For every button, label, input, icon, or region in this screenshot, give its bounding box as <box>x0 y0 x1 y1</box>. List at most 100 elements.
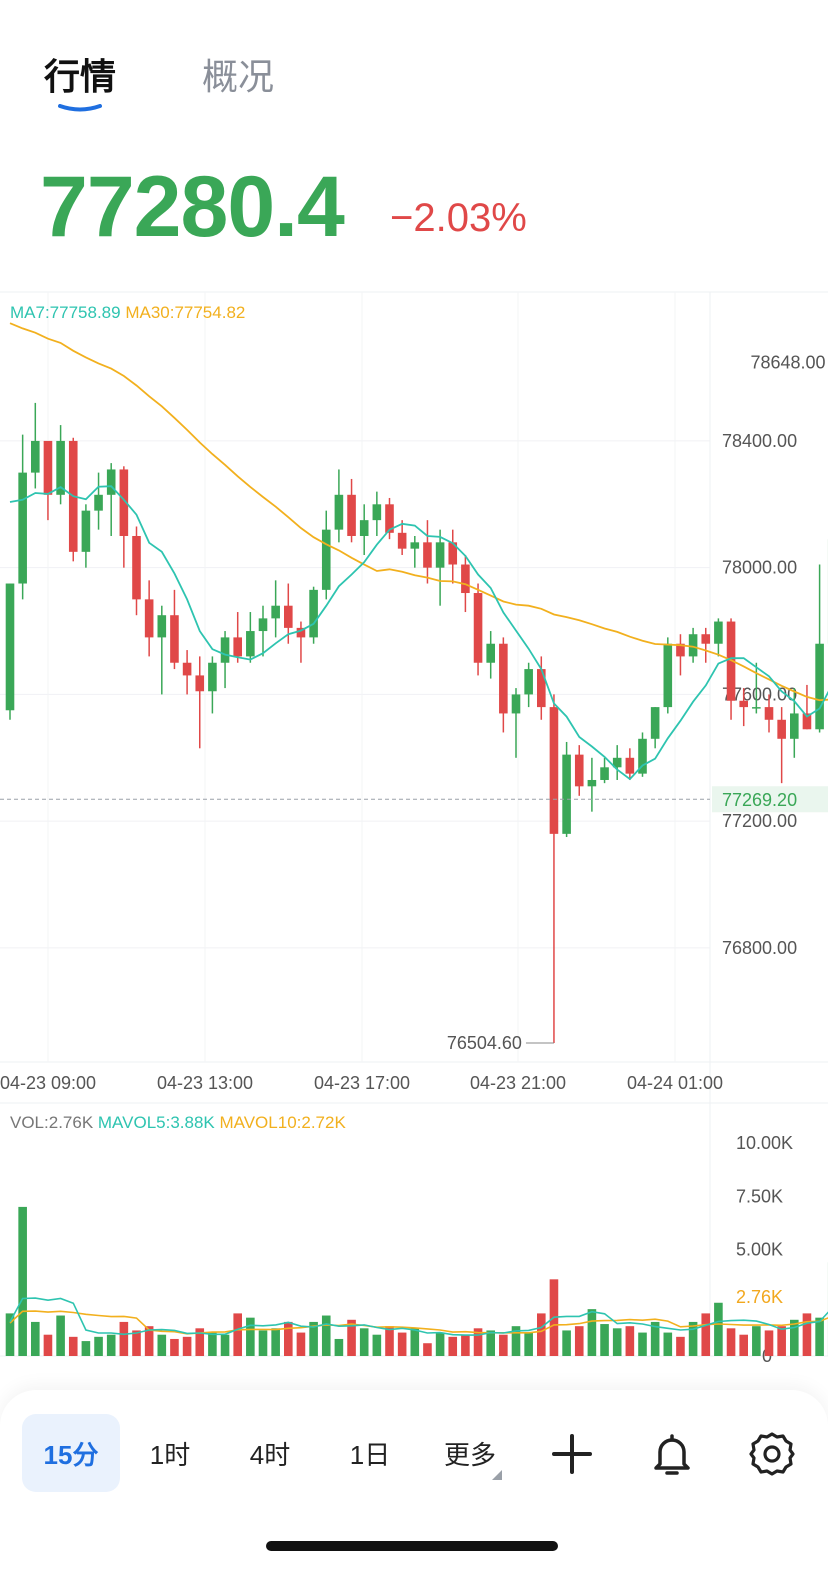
candle-body <box>246 631 255 657</box>
candle-body <box>106 469 116 495</box>
volume-bar <box>650 1321 660 1356</box>
volume-bar <box>31 1321 40 1356</box>
volume-bar <box>309 1321 318 1356</box>
candle-body <box>435 542 445 568</box>
volume-bar <box>321 1315 331 1356</box>
period-15m-button[interactable]: 15分 <box>22 1414 120 1492</box>
candle-body <box>132 535 141 600</box>
corner-triangle-icon <box>492 1470 502 1480</box>
volume-bar <box>423 1343 432 1356</box>
mavol10-legend: MAVOL10:2.72K <box>219 1113 346 1132</box>
volume-bar <box>195 1328 205 1356</box>
volume-bar <box>461 1334 470 1356</box>
volume-bar <box>170 1338 179 1356</box>
volume-bar <box>106 1334 116 1356</box>
tab-overview[interactable]: 概况 <box>202 57 275 98</box>
candle-body <box>359 520 369 536</box>
candle-body <box>372 504 382 521</box>
candle-body <box>739 700 748 708</box>
volume-bar <box>537 1313 546 1356</box>
period-more-button[interactable]: 更多 <box>430 1414 510 1492</box>
volume-bar <box>752 1326 761 1356</box>
volume-bar <box>473 1328 483 1356</box>
volume-bar <box>208 1332 217 1356</box>
volume-bar <box>764 1330 774 1356</box>
volume-bar <box>246 1317 255 1356</box>
candle-body <box>574 754 584 787</box>
candle-body <box>663 643 673 708</box>
volume-bar <box>815 1317 824 1356</box>
volume-bar <box>511 1326 521 1356</box>
candle-body <box>511 694 521 714</box>
period-1h-button[interactable]: 1时 <box>149 1439 191 1470</box>
volume-bar <box>486 1330 495 1356</box>
volume-tick-label: 7.50K <box>736 1186 783 1206</box>
candle-body <box>650 707 660 739</box>
candle-body <box>309 589 318 638</box>
volume-bar <box>385 1326 394 1356</box>
volume-bar <box>271 1328 280 1356</box>
volume-bar <box>372 1334 382 1356</box>
candle-body <box>802 713 812 730</box>
volume-bar <box>284 1321 293 1356</box>
candle-body <box>587 779 597 787</box>
candle-body <box>385 504 394 533</box>
volume-bar <box>132 1330 141 1356</box>
gear-icon[interactable] <box>742 1424 802 1484</box>
bell-icon[interactable] <box>642 1424 702 1484</box>
volume-bar <box>347 1319 356 1356</box>
current-price-tag <box>712 786 828 813</box>
volume-bar <box>726 1328 736 1356</box>
volume-bar <box>220 1334 230 1356</box>
candle-body <box>208 662 217 692</box>
volume-bar <box>612 1328 622 1356</box>
candle-body <box>625 757 635 774</box>
period-1d-button[interactable]: 1日 <box>349 1439 391 1470</box>
volume-bar <box>233 1313 242 1356</box>
last-price: 77280.4 <box>40 159 345 255</box>
candle-body <box>5 583 15 711</box>
candle-body <box>284 605 293 628</box>
plus-icon[interactable] <box>542 1424 602 1484</box>
volume-bar <box>600 1324 609 1356</box>
candle-body <box>688 634 698 657</box>
candle-body <box>549 707 559 834</box>
volume-bar <box>144 1326 154 1356</box>
candle-body <box>334 494 344 530</box>
candle-body <box>81 510 91 552</box>
volume-bar <box>410 1328 420 1356</box>
volume-bar <box>499 1334 508 1356</box>
volume-bar <box>714 1302 723 1356</box>
candle-body <box>777 719 786 739</box>
volume-tick-label: 10.00K <box>736 1133 793 1153</box>
volume-bar <box>638 1332 647 1356</box>
period-4h-button[interactable]: 4时 <box>249 1439 291 1470</box>
tab-market[interactable]: 行情 <box>44 57 117 98</box>
volume-bar <box>94 1336 103 1356</box>
candle-body <box>56 440 65 495</box>
time-tick-label: 04-23 09:00 <box>0 1073 96 1093</box>
high-price-label: 78648.00 <box>750 352 825 372</box>
candle-body <box>676 643 685 657</box>
volume-bar <box>777 1326 786 1356</box>
candle-body <box>321 529 331 590</box>
volume-bar <box>359 1328 369 1356</box>
candle-body <box>119 469 129 536</box>
time-tick-label: 04-23 21:00 <box>470 1073 566 1093</box>
volume-bar <box>574 1326 584 1356</box>
volume-bar <box>790 1319 799 1356</box>
candle-body <box>448 542 458 565</box>
volume-bar <box>397 1332 407 1356</box>
price-tick-label: 77600.00 <box>722 684 797 704</box>
candle-body <box>144 599 154 638</box>
candle-body <box>296 627 306 638</box>
candle-body <box>764 707 774 720</box>
candle-body <box>473 593 483 663</box>
volume-bar <box>296 1332 306 1356</box>
kline-chart[interactable]: 78400.00 78000.00 77600.00 77200.00 76800.00… <box>0 0 828 1380</box>
volume-bar <box>334 1338 344 1356</box>
volume-bar <box>68 1336 78 1356</box>
volume-bar <box>739 1334 748 1356</box>
candle-body <box>638 738 647 774</box>
candle-body <box>752 707 761 709</box>
